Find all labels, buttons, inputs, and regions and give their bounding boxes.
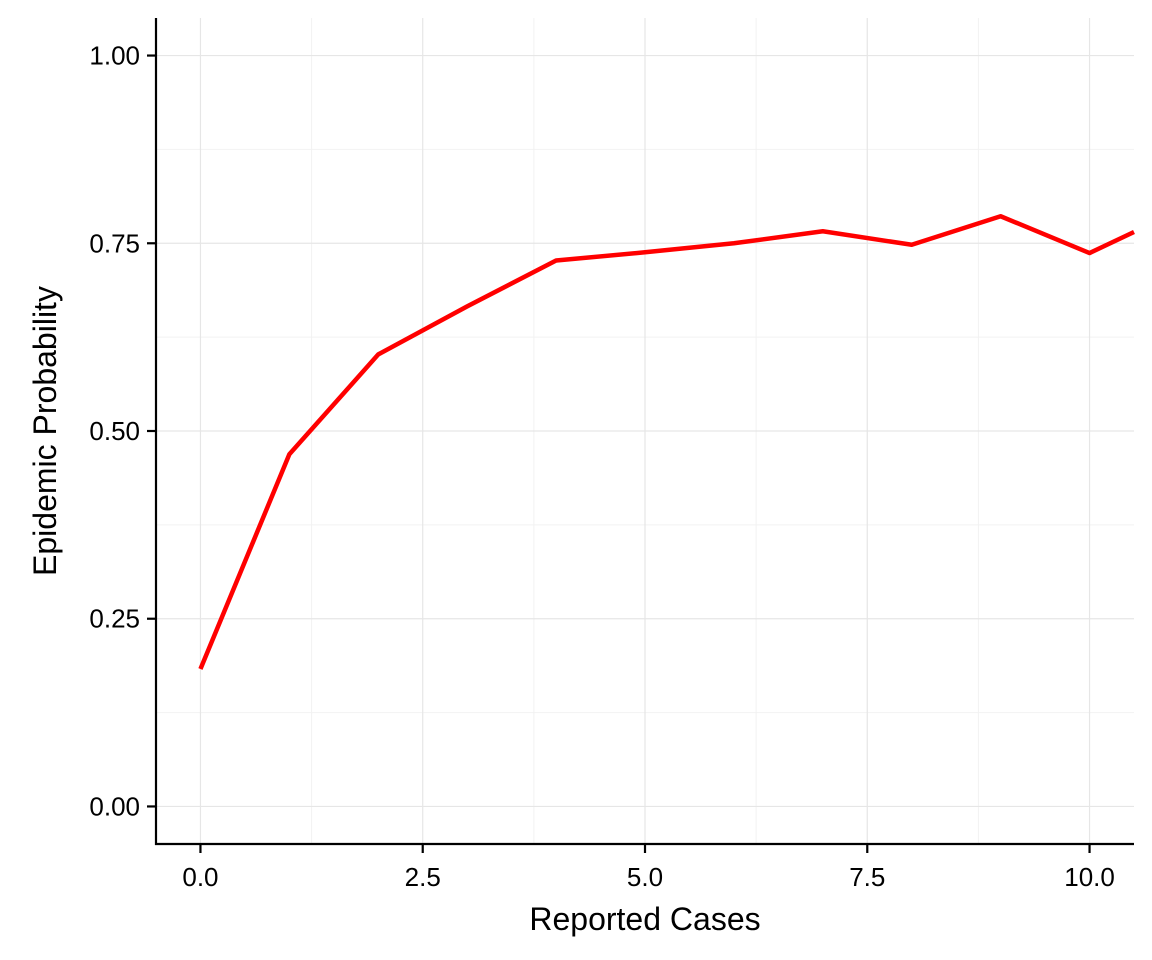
x-tick-label: 0.0	[182, 862, 218, 892]
x-tick-label: 2.5	[405, 862, 441, 892]
series-line	[198, 213, 1135, 670]
series-layer	[198, 213, 1135, 670]
x-tick-label: 10.0	[1064, 862, 1115, 892]
x-tick-label: 5.0	[627, 862, 663, 892]
y-axis-ticks: 0.00 0.25 0.50 0.75 1.00	[89, 41, 156, 821]
y-tick-label: 0.25	[89, 604, 140, 634]
y-tick-label: 1.00	[89, 41, 140, 71]
x-axis-ticks: 0.0 2.5 5.0 7.5 10.0	[182, 844, 1115, 892]
y-tick-label: 0.75	[89, 228, 140, 258]
y-tick-label: 0.00	[89, 791, 140, 821]
x-axis-title: Reported Cases	[529, 901, 760, 937]
x-tick-label: 7.5	[849, 862, 885, 892]
grid	[156, 18, 1134, 844]
y-tick-label: 0.50	[89, 416, 140, 446]
y-axis-title: Epidemic Probability	[27, 286, 63, 576]
